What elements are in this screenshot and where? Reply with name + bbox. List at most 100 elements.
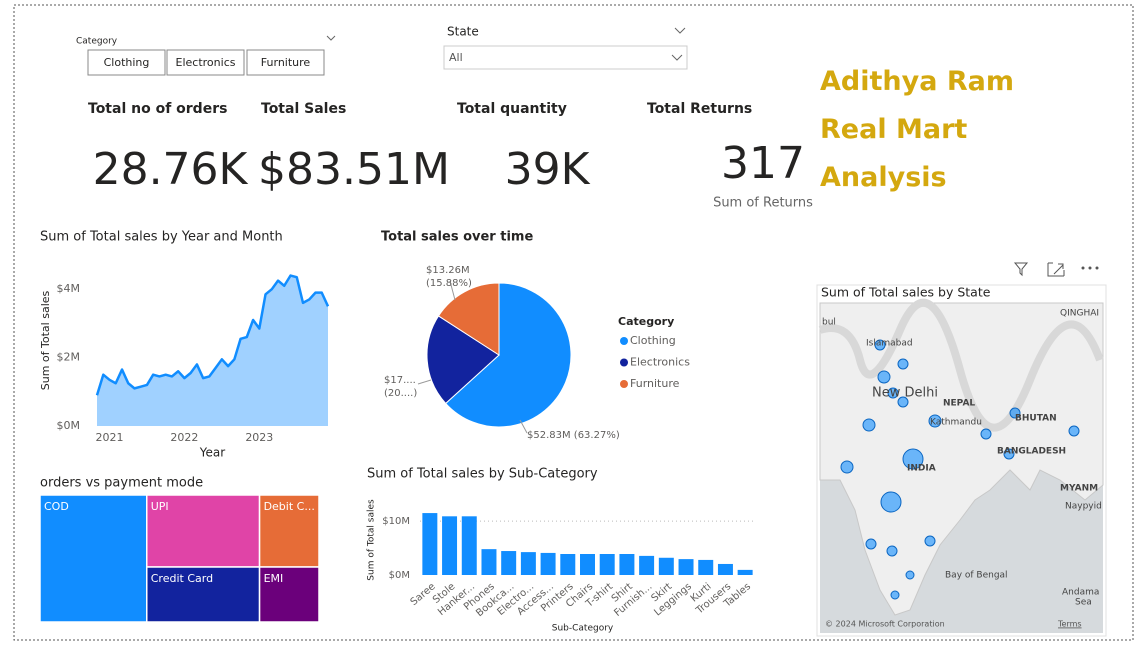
map-label: Naypyid xyxy=(1065,502,1102,512)
map-bubbles xyxy=(840,339,1080,600)
map-terms[interactable]: Terms xyxy=(1057,620,1082,629)
bar xyxy=(658,557,674,575)
slicer-option: Electronics xyxy=(176,56,236,69)
map-terrain xyxy=(818,298,1104,432)
bar xyxy=(540,552,556,575)
map-bubble xyxy=(897,358,909,370)
bar xyxy=(619,554,635,575)
map-label: NEPAL xyxy=(943,399,975,409)
treemap-tile xyxy=(39,494,148,623)
x-axis-label: Sub-Category xyxy=(552,624,614,634)
map-attribution: © 2024 Microsoft Corporation xyxy=(825,620,945,629)
data-label: $13.26M (15.88%) xyxy=(426,265,472,289)
map-bubble xyxy=(840,460,854,474)
map-label: Islamabad xyxy=(866,339,913,349)
map-bubble xyxy=(880,491,902,513)
card-value: 28.76K xyxy=(93,144,249,195)
card-value: 317 xyxy=(721,138,805,189)
leader-line xyxy=(519,419,528,434)
leader-line xyxy=(417,379,432,385)
map-bubble xyxy=(1009,407,1021,419)
bar xyxy=(678,559,694,575)
data-label: $17.... (20....) xyxy=(384,375,417,399)
bar xyxy=(560,554,576,575)
slicer-button[interactable] xyxy=(166,49,245,76)
map-label: Andama xyxy=(1062,588,1099,598)
y-tick-label: $0M xyxy=(57,419,81,432)
y-axis-label: Sum of Total sales xyxy=(39,290,52,390)
card-label: Total Returns xyxy=(647,101,752,117)
map-bubble xyxy=(862,418,876,432)
legend-marker xyxy=(620,380,628,388)
bar xyxy=(520,552,536,575)
map-bubble xyxy=(897,396,909,408)
map-label: Kathmandu xyxy=(930,418,982,428)
slicer-option: Furniture xyxy=(261,56,311,69)
map-label: New Delhi xyxy=(872,386,938,401)
card-label: Total quantity xyxy=(457,101,567,117)
leader-line xyxy=(449,280,456,301)
bar xyxy=(717,563,733,575)
x-tick-label: 2021 xyxy=(96,431,124,444)
report-title: Adithya Ram Real Mart Analysis xyxy=(820,66,1014,193)
focus-icon[interactable] xyxy=(1047,262,1065,277)
bar xyxy=(481,549,497,575)
map-bubble xyxy=(1003,448,1015,460)
map-bubble xyxy=(874,339,886,351)
chart-title: orders vs payment mode xyxy=(40,476,203,491)
card-value: 39K xyxy=(505,144,591,195)
map-label: BANGLADESH xyxy=(997,447,1066,457)
dropdown-value: All xyxy=(449,51,463,64)
bar xyxy=(737,569,753,575)
bar xyxy=(639,555,655,575)
chevron xyxy=(671,54,683,61)
dropdown[interactable] xyxy=(443,45,688,70)
y-tick-label: $10M xyxy=(382,516,410,527)
map-label: INDIA xyxy=(907,464,936,474)
map-label: Sea xyxy=(1075,598,1092,608)
tile-label: Credit Card xyxy=(151,572,213,585)
legend-label: Electronics xyxy=(630,356,690,369)
area-fill xyxy=(97,275,328,426)
card-value: $83.51M xyxy=(258,144,450,195)
filter-icon[interactable] xyxy=(1013,262,1029,277)
more-icon[interactable] xyxy=(1081,266,1099,270)
x-tick-label: 2022 xyxy=(170,431,198,444)
pie-slice xyxy=(437,282,500,356)
chart-title: Sum of Total sales by Year and Month xyxy=(40,230,283,245)
map-bubble xyxy=(924,535,936,547)
slicer-button[interactable] xyxy=(246,49,325,76)
chart-title: Total sales over time xyxy=(381,230,533,245)
y-tick-label: $2M xyxy=(57,351,81,364)
bar xyxy=(461,516,477,575)
card-label: Total no of orders xyxy=(88,101,227,117)
y-axis-label: Sum of Total sales xyxy=(367,499,377,581)
treemap-tile xyxy=(258,566,320,623)
map-bubble xyxy=(890,590,900,600)
tile-label: UPI xyxy=(151,500,169,513)
legend-marker xyxy=(620,358,628,367)
map-bubble xyxy=(886,545,898,557)
map-bubble xyxy=(905,570,915,580)
map-title: Sum of Total sales by State xyxy=(821,285,991,300)
legend-title: Category xyxy=(618,315,674,328)
tile-label: EMI xyxy=(264,572,284,585)
x-tick-label: 2023 xyxy=(245,431,273,444)
slicer-label: State xyxy=(447,25,479,39)
map-label: BHUTAN xyxy=(1015,414,1057,424)
tile-label: Debit C... xyxy=(264,500,315,513)
legend-marker xyxy=(620,337,628,345)
tile-label: COD xyxy=(44,500,69,513)
chevron xyxy=(326,35,336,41)
slicer-button[interactable] xyxy=(87,49,166,76)
map-visual: Sum of Total sales by State © 2024 Micro… xyxy=(816,262,1107,637)
card-label: Total Sales xyxy=(261,101,346,117)
legend-label: Clothing xyxy=(630,334,676,347)
treemap-tile xyxy=(258,494,320,568)
card-caption: Sum of Returns xyxy=(713,196,813,211)
bar xyxy=(599,554,615,575)
map-label: MYANM xyxy=(1060,484,1098,494)
map-bubble xyxy=(865,538,877,550)
